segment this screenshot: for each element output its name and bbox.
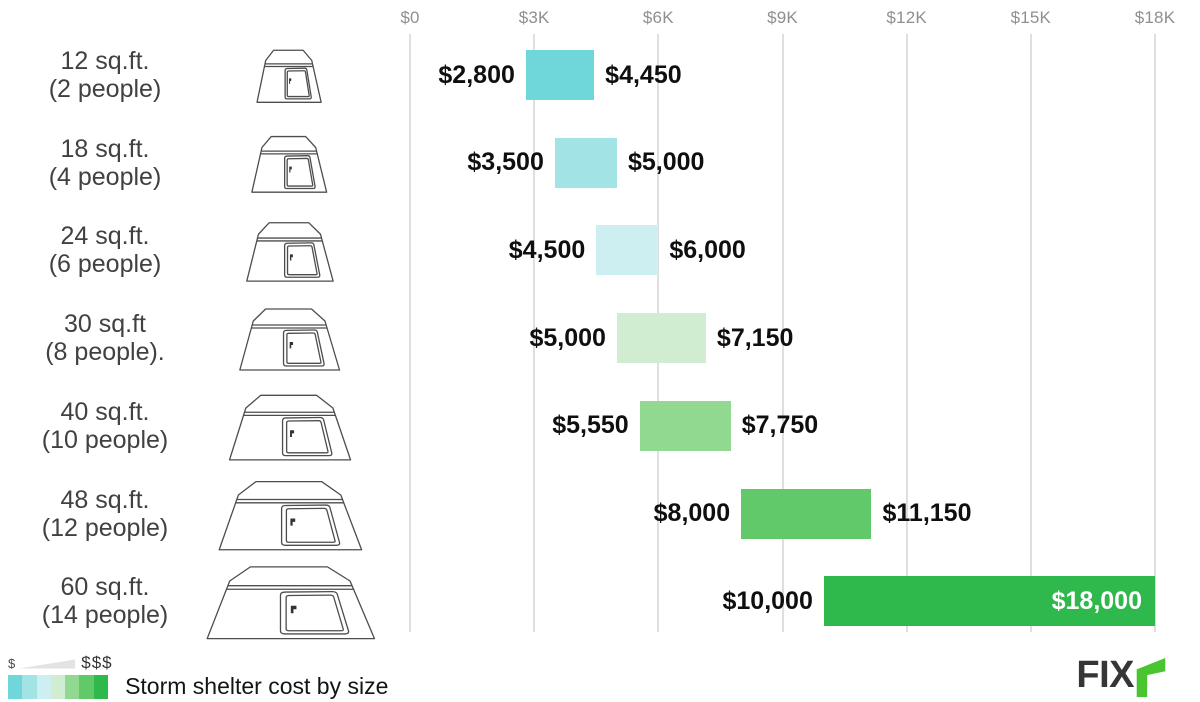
axis-tick-label: $18K [1134, 8, 1176, 27]
max-value-label: $18,000 [1051, 586, 1142, 615]
storm-shelter-icon [220, 390, 356, 462]
cost-range-bar [596, 225, 659, 276]
category-label-line2: (4 people) [48, 162, 162, 191]
legend-price-scale: $ $$$ [8, 650, 388, 672]
category-label-line2: (12 people) [41, 513, 169, 542]
category-label-line1: 40 sq.ft. [60, 397, 150, 426]
storm-shelter-icon [246, 132, 330, 194]
axis-tick-label: $12K [886, 8, 927, 27]
legend-high-label: $$$ [81, 653, 113, 672]
category-label-line1: 18 sq.ft. [60, 134, 150, 163]
category-label-line2: (6 people) [48, 250, 162, 279]
category-label-line1: 24 sq.ft. [60, 222, 150, 251]
legend-swatch [36, 674, 51, 699]
gridline [781, 34, 784, 632]
category-label-line2: (8 people). [45, 338, 165, 367]
category-label: 30 sq.ft (8 people). [10, 310, 200, 366]
gridline [409, 34, 411, 632]
cost-range-bar [823, 576, 1155, 627]
category-label-line1: 12 sq.ft. [60, 47, 150, 75]
legend-swatch [65, 674, 80, 699]
max-value-label: $6,000 [669, 235, 746, 264]
category-label: 24 sq.ft. (6 people) [10, 222, 200, 278]
storm-shelter-icon [194, 561, 382, 641]
category-label: 18 sq.ft. (4 people) [10, 135, 200, 191]
min-value-label: $8,000 [653, 499, 731, 527]
fixr-logo-text: FIX [1076, 654, 1134, 696]
min-value-label: $5,000 [529, 323, 606, 352]
price-wedge-icon [19, 659, 76, 669]
category-label-line2: (10 people) [41, 425, 169, 454]
category-label-line2: (2 people) [48, 75, 162, 103]
gridline [533, 34, 536, 632]
legend-low-label: $ [8, 656, 16, 671]
category-label: 12 sq.ft. (2 people) [10, 47, 200, 103]
cost-range-bar [741, 488, 872, 539]
axis-tick-label: $15K [1010, 8, 1052, 27]
max-value-label: $5,000 [627, 148, 705, 177]
axis-tick-label: $0 [400, 8, 420, 27]
storm-shelter-icon [252, 46, 324, 104]
category-label-line1: 60 sq.ft. [60, 573, 150, 602]
legend-color-swatches [8, 674, 109, 699]
chart-title: Storm shelter cost by size [125, 673, 389, 699]
storm-shelter-icon [208, 476, 368, 552]
min-value-label: $10,000 [722, 586, 813, 615]
legend: $ $$$ Storm shelter cost by size [8, 650, 388, 700]
legend-swatch [79, 674, 94, 699]
category-label: 48 sq.ft. (12 people) [10, 486, 200, 542]
cost-range-bar [616, 313, 706, 364]
gridline [905, 34, 908, 632]
axis-tick-label: $6K [642, 8, 674, 27]
axis-tick-label: $9K [767, 8, 798, 27]
min-value-label: $3,500 [467, 148, 544, 177]
legend-swatch [93, 674, 109, 699]
fixr-logo-r-icon [1136, 657, 1166, 697]
category-label-line2: (14 people) [41, 601, 169, 630]
category-label: 40 sq.ft. (10 people) [10, 398, 200, 454]
legend-swatch [22, 674, 37, 699]
cost-range-bar [525, 50, 595, 100]
max-value-label: $7,750 [741, 411, 819, 440]
storm-shelter-icon [232, 304, 344, 372]
max-value-label: $7,150 [716, 323, 794, 352]
category-label: 60 sq.ft. (14 people) [10, 573, 200, 629]
category-label-line1: 30 sq.ft [64, 310, 146, 339]
legend-swatch [50, 674, 66, 699]
storm-shelter-icon [240, 218, 337, 283]
legend-swatch [8, 674, 23, 699]
category-label-line1: 48 sq.ft. [60, 485, 150, 514]
max-value-label: $4,450 [605, 60, 682, 89]
max-value-label: $11,150 [882, 499, 972, 527]
axis-tick-label: $3K [518, 8, 550, 27]
min-value-label: $2,800 [438, 60, 515, 89]
gridline [1029, 34, 1032, 632]
cost-range-bar [554, 137, 617, 188]
cost-range-bar [639, 400, 731, 451]
gridline [1154, 34, 1156, 632]
min-value-label: $4,500 [508, 235, 586, 264]
fixr-logo: FIX [1076, 655, 1166, 697]
min-value-label: $5,550 [552, 411, 629, 440]
